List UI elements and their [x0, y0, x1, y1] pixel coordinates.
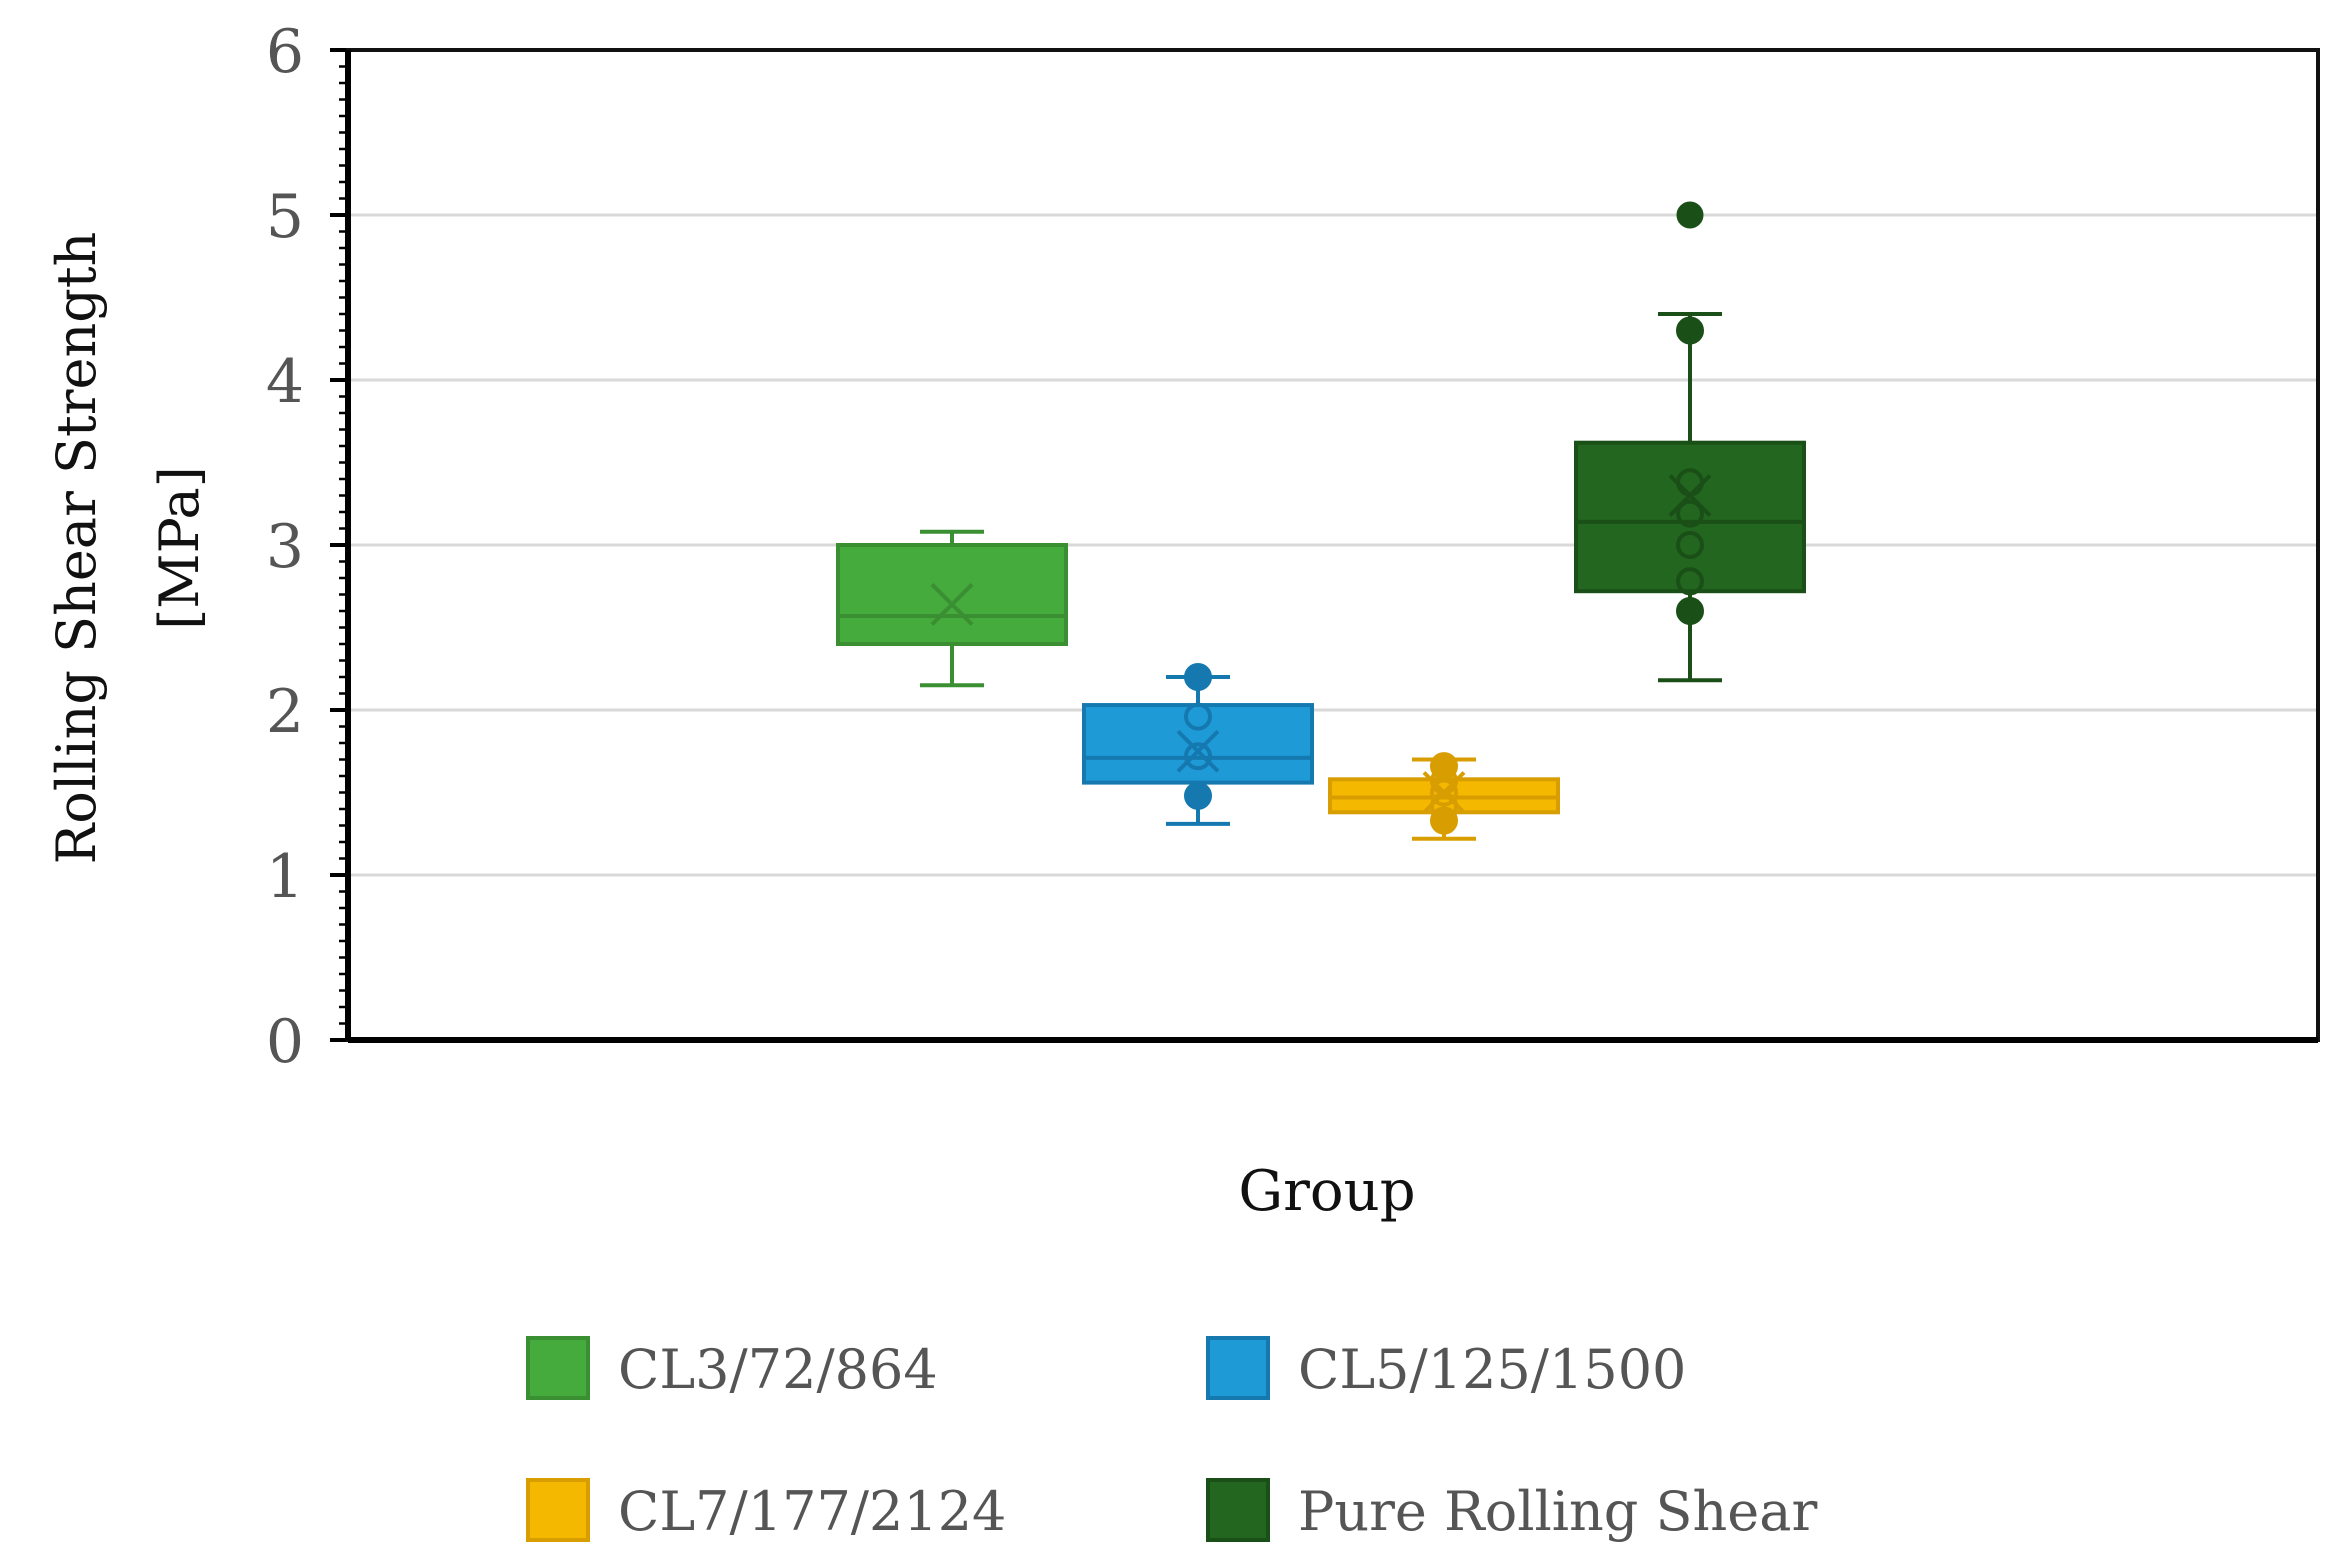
legend-swatch [1206, 1336, 1270, 1400]
y-tick-label-3: 3 [266, 512, 304, 582]
mean-marker [1422, 771, 1466, 814]
legend-item-cl7-177-2124: CL7/177/2124 [526, 1478, 1006, 1543]
legend-item-pure-rolling-shear: Pure Rolling Shear [1206, 1478, 1817, 1543]
legend-label: CL7/177/2124 [618, 1480, 1006, 1543]
data-point [1184, 781, 1212, 810]
legend-label: CL3/72/864 [618, 1338, 938, 1401]
data-point [1184, 702, 1212, 731]
data-point [1676, 567, 1704, 596]
data-point [1184, 742, 1212, 771]
box-cl3-72-864 [836, 529, 1068, 688]
y-tick-label-6: 6 [266, 17, 304, 87]
data-point [1676, 499, 1704, 528]
box-pure-rolling-shear [1574, 201, 1806, 683]
data-point [1184, 663, 1212, 691]
legend-swatch [526, 1478, 590, 1542]
data-point [1676, 531, 1704, 559]
data-point [1676, 597, 1704, 625]
legend-swatch [1206, 1478, 1270, 1542]
y-tick-label-5: 5 [266, 182, 304, 252]
y-tick-label-2: 2 [266, 677, 304, 747]
y-tick-label-1: 1 [266, 842, 304, 912]
box-cl7-177-2124 [1328, 752, 1560, 841]
mean-marker [930, 582, 974, 626]
y-tick-label-4: 4 [266, 347, 304, 417]
y-axis-label-line2: [MPa] [148, 466, 211, 630]
data-point [1430, 752, 1458, 781]
box-series [836, 201, 1806, 841]
box-iqr [836, 543, 1068, 646]
box-cl5-125-1500 [1082, 663, 1314, 826]
mean-marker [1176, 729, 1220, 773]
y-tick-label-0: 0 [266, 1007, 304, 1077]
legend-item-cl5-125-1500: CL5/125/1500 [1206, 1336, 1686, 1401]
grid-lines [348, 213, 2318, 877]
legend-label: CL5/125/1500 [1298, 1338, 1686, 1401]
y-axis-label-line1: Rolling Shear Strength [45, 232, 108, 865]
data-point [1430, 778, 1458, 807]
legend-swatch [526, 1336, 590, 1400]
data-point [1676, 316, 1704, 345]
plot-frame [345, 48, 2320, 1043]
legend-item-cl3-72-864: CL3/72/864 [526, 1336, 938, 1401]
legend: CL3/72/864 CL5/125/1500 CL7/177/2124 Pure R… [526, 1336, 1817, 1543]
legend-label: Pure Rolling Shear [1298, 1480, 1817, 1543]
x-axis-label: Group [1238, 1159, 1415, 1224]
box-iqr [1574, 440, 1806, 594]
mean-marker [1668, 474, 1712, 517]
outlier-point [1676, 201, 1704, 229]
